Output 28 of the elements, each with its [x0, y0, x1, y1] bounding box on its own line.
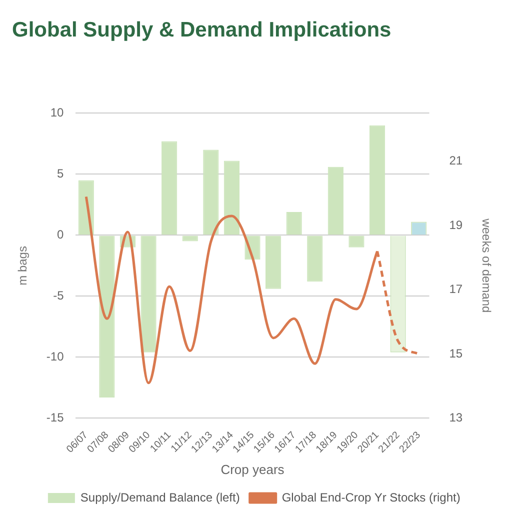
bar	[99, 236, 115, 398]
y-tick-label: 5	[57, 166, 64, 181]
y2-tick-label: 17	[449, 282, 463, 296]
y2-tick-label: 21	[449, 154, 463, 168]
bar	[224, 160, 240, 235]
bar	[140, 236, 156, 352]
bar	[162, 141, 178, 235]
y2-tick-label: 19	[449, 218, 463, 232]
bar	[369, 125, 386, 235]
y2-tick-label: 15	[449, 346, 463, 360]
x-axis-title: Crop years	[220, 462, 285, 477]
chart-title: Global Supply & Demand Implications	[12, 18, 392, 42]
y2-tick-label: 13	[449, 410, 463, 425]
y-tick-label: 10	[50, 106, 64, 120]
y-tick-label: -5	[53, 288, 64, 303]
bar	[286, 212, 302, 235]
legend-label: Supply/Demand Balance (left)	[80, 490, 240, 504]
y2-axis-title: weeks of demand	[479, 218, 494, 313]
y-axis-title: m bags	[16, 246, 30, 286]
legend-label: Global End-Crop Yr Stocks (right)	[282, 490, 460, 504]
bar	[182, 236, 198, 242]
y-tick-label: -10	[46, 350, 64, 364]
bar	[203, 150, 219, 235]
bar	[265, 236, 282, 289]
y-tick-label: -15	[46, 410, 64, 425]
bar	[307, 236, 323, 282]
y-tick-label: 0	[57, 228, 64, 242]
bar	[328, 166, 344, 235]
